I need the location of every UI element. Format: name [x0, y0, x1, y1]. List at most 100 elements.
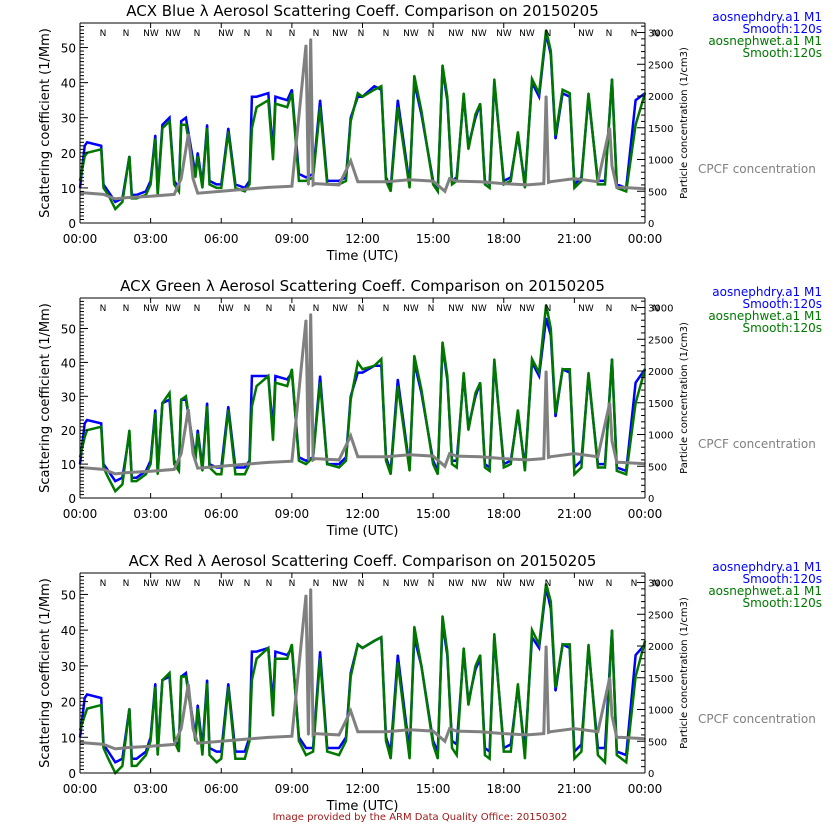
wet-point [100, 704, 102, 706]
wet-point [291, 92, 293, 94]
cpc-point [503, 182, 505, 185]
wind-direction-label: N [100, 29, 107, 39]
wind-direction-label: NW [403, 29, 419, 39]
series-line-dry [78, 33, 646, 204]
dry-point [100, 697, 102, 699]
x-tick-label: 09:00 [275, 507, 310, 521]
wet-point [554, 412, 557, 415]
wind-direction-label: N [100, 304, 107, 314]
cpc-point [267, 736, 270, 739]
wet-point [349, 675, 352, 678]
y-tick-label: 40 [61, 356, 76, 370]
dry-point [114, 761, 117, 764]
wet-point [451, 183, 453, 186]
y-tick-label: 40 [61, 77, 76, 91]
wet-point [420, 665, 423, 667]
wet-point [173, 183, 175, 186]
cpc-point [149, 470, 152, 473]
y2-tick-label: 0 [648, 769, 654, 780]
wet-point [194, 176, 197, 179]
wet-point [446, 650, 449, 653]
wet-point [345, 740, 347, 742]
y2-axis-label: Particle concentration (1/cm3) [679, 322, 690, 474]
cpc-point [611, 165, 613, 167]
wet-point [291, 368, 293, 371]
wet-point [298, 740, 300, 742]
wet-point [180, 398, 182, 401]
cpc-point [543, 182, 545, 185]
wind-direction-label: N [289, 579, 296, 589]
wet-point [437, 757, 439, 760]
wet-point [397, 385, 399, 387]
chart-title: ACX Red λ Aerosol Scattering Coeff. Comp… [129, 552, 597, 570]
cpc-point [114, 748, 117, 750]
wet-point [154, 138, 157, 140]
wet-point [145, 754, 147, 756]
dry-point [196, 152, 199, 154]
wind-direction-label: N [653, 579, 660, 589]
cpc-point [357, 180, 359, 183]
cpc-point [597, 455, 599, 458]
legend-wet-smooth: Smooth:120s [743, 321, 823, 335]
wet-point [196, 432, 199, 435]
wet-point [272, 715, 274, 717]
wet-point [587, 371, 590, 374]
wet-point [604, 466, 606, 469]
wet-point [161, 679, 164, 681]
y-tick-label: 50 [61, 42, 76, 56]
wet-point [488, 470, 491, 472]
legend-cpc-name: CPCF concentration [698, 712, 816, 726]
y2-tick-label: 3000 [648, 29, 673, 40]
cpc-point [126, 471, 128, 474]
legend-wet-smooth: Smooth:120s [743, 46, 823, 60]
wet-point [441, 615, 444, 617]
cpc-point [608, 402, 611, 404]
wet-point [545, 582, 547, 585]
wind-direction-label: N [194, 29, 201, 39]
wet-point [634, 675, 637, 678]
x-tick-label: 15:00 [416, 782, 451, 796]
wind-direction-label: N [313, 579, 320, 589]
dry-point [397, 654, 399, 656]
cpc-point [349, 710, 352, 712]
wet-point [244, 757, 246, 760]
cpc-point [573, 177, 576, 180]
wet-point [286, 385, 289, 387]
wet-point [196, 155, 199, 158]
wet-point [178, 470, 180, 472]
y-tick-label: 0 [68, 767, 76, 781]
wind-direction-label: N [653, 29, 660, 39]
wet-point [349, 120, 352, 122]
cpc-point [573, 727, 576, 730]
x-tick-label: 15:00 [416, 507, 451, 521]
wind-direction-label: NW [143, 579, 159, 589]
x-tick-label: 00:00 [628, 232, 663, 246]
cpc-point [408, 454, 411, 456]
wind-direction-label: NW [165, 304, 181, 314]
x-tick-label: 09:00 [275, 782, 310, 796]
cpc-point [361, 455, 364, 458]
dry-point [227, 127, 230, 130]
wet-point [462, 92, 465, 94]
wet-point [517, 409, 519, 411]
y2-tick-label: 2500 [648, 610, 673, 621]
x-axis-label: Time (UTC) [326, 799, 399, 814]
wet-point [467, 148, 470, 151]
wet-point [338, 466, 340, 469]
wet-point [154, 686, 157, 689]
dry-point [338, 747, 340, 749]
cpc-point [547, 181, 550, 184]
cpc-point [608, 127, 611, 129]
cpc-point [312, 459, 314, 461]
wind-direction-label: NW [519, 29, 535, 39]
wet-point [121, 765, 124, 767]
wet-point [206, 682, 208, 685]
dry-point [373, 85, 376, 87]
wet-point [154, 412, 157, 415]
y2-tick-label: 3000 [648, 579, 673, 590]
wet-point [413, 354, 416, 357]
wet-point [616, 470, 618, 472]
wind-direction-label: N [631, 29, 638, 39]
dry-point [634, 381, 637, 384]
wind-direction-label: N [266, 304, 273, 314]
